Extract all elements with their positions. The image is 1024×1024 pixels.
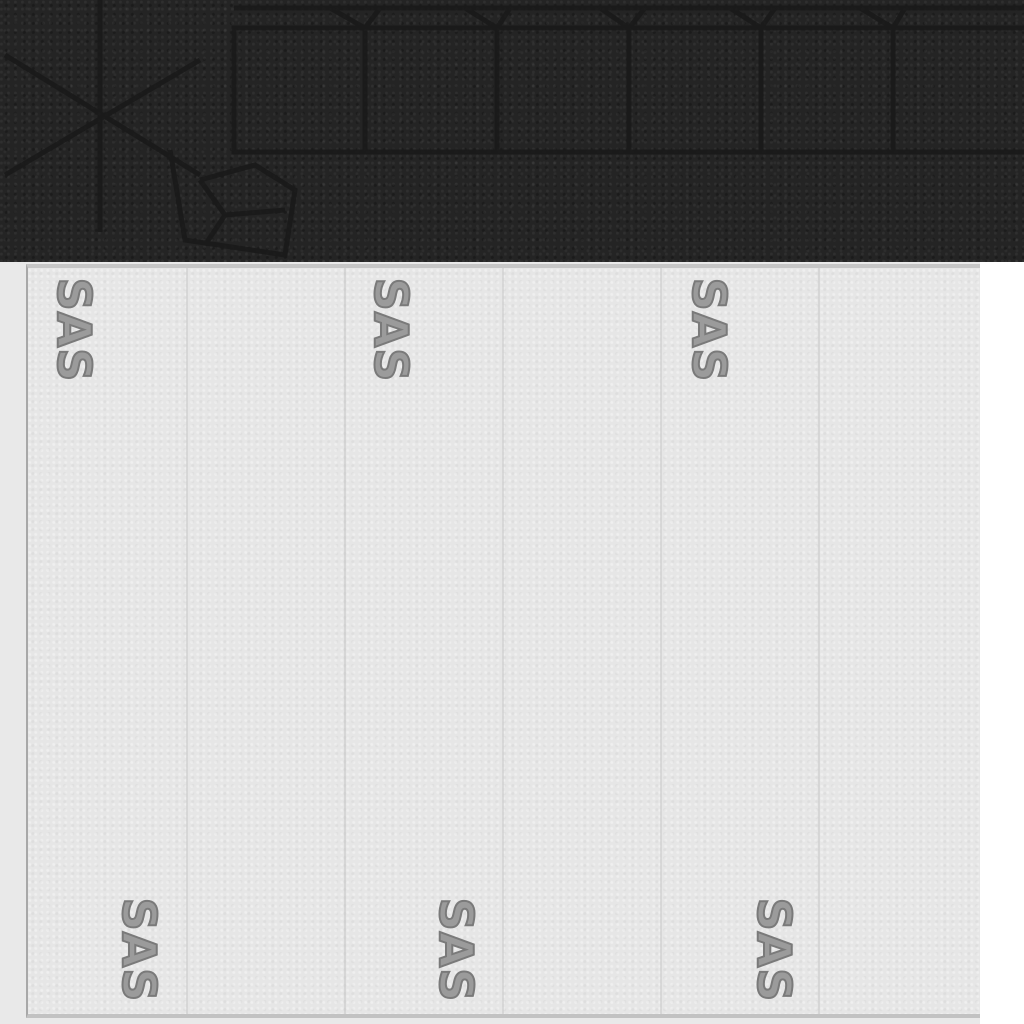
gift-box-icon	[167, 149, 298, 258]
tile-grid-outline	[231, 5, 1024, 155]
dark-texture-band	[0, 0, 1024, 262]
right-edge-strip	[980, 262, 1024, 1024]
panel-seam	[186, 268, 188, 1014]
engraved-outline-graphic	[3, 0, 1024, 258]
sas-mark: SAS	[363, 277, 419, 384]
sas-mark: SAS	[681, 277, 737, 384]
panel-seam	[660, 268, 662, 1014]
sas-mark: SAS	[746, 897, 802, 1004]
asterisk-icon	[3, 0, 202, 232]
panel-seam	[818, 268, 820, 1014]
sas-mark: SAS	[111, 897, 167, 1004]
sas-mark: SAS	[46, 277, 102, 384]
panel-seam	[502, 268, 504, 1014]
panel-seam	[344, 268, 346, 1014]
light-label-panel	[26, 264, 980, 1018]
sas-mark: SAS	[428, 897, 484, 1004]
